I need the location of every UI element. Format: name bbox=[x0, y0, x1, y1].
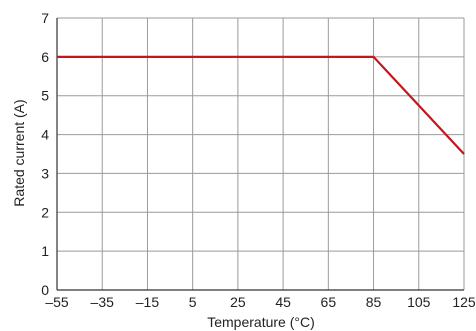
y-tick-label: 2 bbox=[41, 204, 49, 220]
x-tick-label: 45 bbox=[275, 294, 291, 310]
series-layer bbox=[57, 55, 465, 155]
grid bbox=[56, 17, 465, 291]
y-axis-label: Rated current (A) bbox=[11, 99, 27, 206]
y-tick-label: 7 bbox=[41, 10, 49, 26]
y-tick-label: 4 bbox=[41, 127, 49, 143]
x-tick-label: –15 bbox=[136, 294, 160, 310]
x-tick-label: 25 bbox=[230, 294, 246, 310]
x-tick-label: –35 bbox=[91, 294, 115, 310]
y-tick-label: 3 bbox=[41, 165, 49, 181]
x-tick-label: 125 bbox=[452, 294, 476, 310]
series-line bbox=[57, 55, 465, 155]
x-tick-label: 85 bbox=[366, 294, 382, 310]
y-tick-label: 1 bbox=[41, 243, 49, 259]
y-tick-label: 5 bbox=[41, 88, 49, 104]
x-tick-label: –55 bbox=[45, 294, 69, 310]
y-tick-label: 6 bbox=[41, 49, 49, 65]
x-tick-label: 5 bbox=[189, 294, 197, 310]
axes bbox=[56, 18, 464, 291]
y-tick-label: 0 bbox=[41, 282, 49, 298]
x-tick-label: 105 bbox=[407, 294, 431, 310]
x-axis-label: Temperature (°C) bbox=[207, 314, 315, 330]
x-tick-label: 65 bbox=[321, 294, 337, 310]
